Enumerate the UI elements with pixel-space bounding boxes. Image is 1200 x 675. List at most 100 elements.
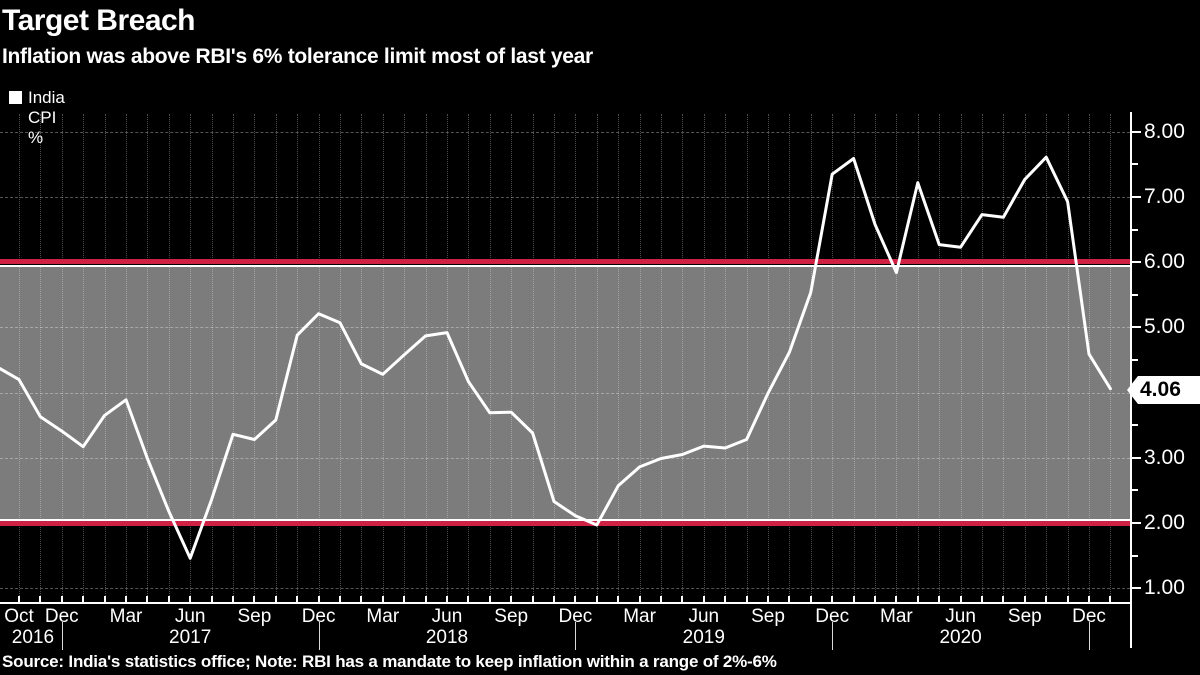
year-separator xyxy=(61,622,63,650)
gridline-vertical xyxy=(168,114,170,602)
x-year-label: 2017 xyxy=(169,627,212,648)
gridline-vertical xyxy=(1067,114,1069,602)
gridline-vertical xyxy=(661,114,662,602)
cpi-line-series xyxy=(0,155,1112,560)
gridline-vertical xyxy=(1046,114,1048,602)
x-tick xyxy=(574,596,577,602)
gridline-vertical xyxy=(810,114,812,602)
plot-area xyxy=(0,112,1130,602)
gridline-horizontal xyxy=(0,392,1130,394)
gridline-vertical xyxy=(382,114,384,602)
gridline-vertical xyxy=(789,114,791,602)
gridline-vertical xyxy=(596,114,598,602)
x-tick xyxy=(296,596,299,602)
lower-limit-line xyxy=(0,521,1130,526)
x-tick xyxy=(1045,596,1048,602)
gridline-vertical xyxy=(746,114,748,602)
gridline-horizontal xyxy=(0,197,1130,198)
x-month-label: Dec xyxy=(558,606,593,627)
x-tick xyxy=(488,596,491,602)
gridline-vertical xyxy=(361,114,363,602)
x-month-label: Jun xyxy=(174,606,206,627)
y-tick-minor xyxy=(1132,489,1138,492)
x-month-label: Dec xyxy=(44,606,79,627)
y-tick-major xyxy=(1132,326,1141,329)
x-tick xyxy=(1023,596,1026,602)
year-separator xyxy=(832,622,834,650)
x-tick xyxy=(831,596,834,602)
x-tick xyxy=(724,596,727,602)
x-tick xyxy=(916,596,919,602)
y-axis-label: 8.00 xyxy=(1144,119,1185,143)
gridline-vertical xyxy=(404,114,406,602)
gridline-vertical xyxy=(768,114,769,602)
gridline-vertical xyxy=(960,114,962,602)
gridline-vertical xyxy=(1110,114,1112,602)
x-tick xyxy=(274,596,277,602)
legend-label: India CPI % xyxy=(28,88,65,147)
x-tick xyxy=(82,596,85,602)
x-tick xyxy=(210,596,213,602)
y-axis-label: 7.00 xyxy=(1144,185,1185,208)
x-tick xyxy=(1066,596,1069,602)
x-tick xyxy=(981,596,983,602)
y-tick-major xyxy=(1132,196,1141,198)
x-tick xyxy=(809,596,812,602)
x-month-label: Sep xyxy=(1007,606,1042,627)
x-tick xyxy=(39,596,42,602)
gridline-vertical xyxy=(340,114,341,602)
x-tick xyxy=(60,596,63,602)
gridline-vertical xyxy=(1089,114,1090,602)
x-tick xyxy=(895,596,898,602)
x-tick xyxy=(317,596,320,602)
gridline-vertical xyxy=(575,114,577,602)
gridline-vertical xyxy=(939,114,941,602)
x-tick xyxy=(18,596,20,602)
gridline-vertical xyxy=(425,114,427,602)
gridline-vertical xyxy=(275,114,277,602)
year-separator xyxy=(575,622,577,650)
gridline-vertical xyxy=(896,114,898,602)
gridline-vertical xyxy=(83,114,85,602)
x-tick xyxy=(702,596,705,602)
x-tick xyxy=(253,596,256,602)
x-tick xyxy=(1109,596,1112,602)
x-month-label: Oct xyxy=(4,606,34,627)
gridline-vertical xyxy=(104,114,106,602)
x-month-label: Mar xyxy=(880,606,913,627)
gridline-vertical xyxy=(126,114,127,602)
gridline-vertical xyxy=(1003,114,1005,602)
gridline-vertical xyxy=(254,114,256,602)
x-month-label: Mar xyxy=(109,606,143,627)
gridline-vertical xyxy=(639,114,641,602)
x-month-label: Sep xyxy=(494,606,529,627)
gridline-vertical xyxy=(917,114,919,602)
page-title: Target Breach xyxy=(2,4,196,37)
y-axis-label: 5.00 xyxy=(1144,315,1185,339)
gridline-vertical xyxy=(447,114,448,602)
y-axis-line xyxy=(1130,112,1132,648)
x-tick xyxy=(745,596,748,602)
x-tick xyxy=(381,596,384,602)
gridline-vertical xyxy=(832,114,834,602)
x-tick xyxy=(874,596,876,602)
y-tick-minor xyxy=(1132,554,1138,557)
x-tick xyxy=(852,596,855,602)
y-tick-minor xyxy=(1132,424,1138,427)
x-tick xyxy=(167,596,170,602)
gridline-vertical xyxy=(725,114,727,602)
x-month-label: Sep xyxy=(237,606,272,627)
x-tick xyxy=(638,596,641,602)
gridline-vertical xyxy=(853,114,855,602)
x-month-label: Jun xyxy=(945,606,976,627)
y-tick-major xyxy=(1132,130,1141,133)
gridline-vertical xyxy=(618,114,620,602)
gridline-vertical xyxy=(40,114,42,602)
y-axis-label: 1.00 xyxy=(1144,576,1185,600)
x-tick xyxy=(232,596,234,602)
year-separator xyxy=(1089,622,1090,650)
y-tick-minor xyxy=(1132,228,1138,231)
y-tick-major xyxy=(1132,261,1141,264)
x-month-label: Sep xyxy=(751,606,785,627)
gridline-vertical xyxy=(554,114,555,602)
